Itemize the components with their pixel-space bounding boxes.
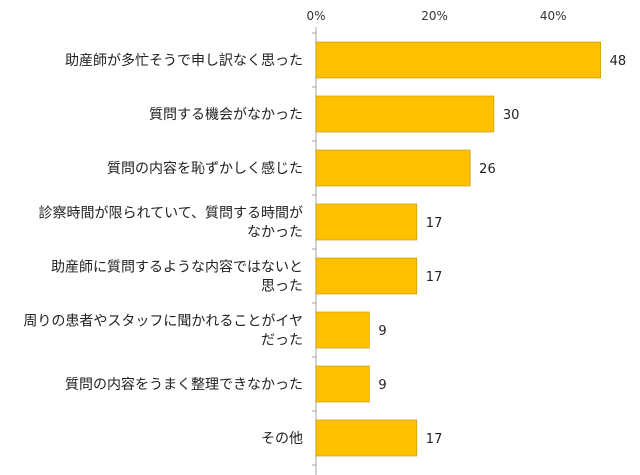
category-label: 助産師に質問するような内容ではないと <box>51 259 303 276</box>
category-label: なかった <box>247 225 303 241</box>
category-label: その他 <box>261 431 303 447</box>
bar <box>315 419 418 457</box>
bar <box>315 365 370 403</box>
x-axis: 0% 20% 40% <box>306 9 567 475</box>
value-label: 17 <box>426 270 443 285</box>
value-label: 17 <box>426 216 443 231</box>
value-label: 9 <box>378 378 386 393</box>
value-label: 30 <box>503 108 520 123</box>
category-label: 助産師が多忙そうで申し訳なく思った <box>65 52 303 69</box>
category-label: 周りの患者やスタッフに聞かれることがイヤ <box>23 314 303 330</box>
category-labels: 助産師が多忙そうで申し訳なく思った質問する機会がなかった質問の内容を恥ずかしく感… <box>23 52 303 447</box>
tick-label: 40% <box>540 9 567 23</box>
category-label: 診察時間が限られていて、質問する時間が <box>39 205 303 222</box>
tick-label: 20% <box>421 9 448 23</box>
category-label: 質問する機会がなかった <box>149 107 303 123</box>
category-label: 質問の内容を恥ずかしく感じた <box>107 160 303 177</box>
value-label: 17 <box>426 432 443 447</box>
value-label: 48 <box>610 54 627 69</box>
bar <box>315 203 418 241</box>
value-label: 26 <box>479 162 496 177</box>
category-label: 思った <box>261 279 303 295</box>
bar <box>315 95 495 133</box>
bar <box>315 311 370 349</box>
bar <box>315 149 471 187</box>
tick-label: 0% <box>306 9 325 23</box>
bars: 48 30 26 17 17 9 9 17 <box>315 41 627 457</box>
category-label: だった <box>261 333 303 349</box>
category-label: 質問の内容をうまく整理できなかった <box>65 376 303 393</box>
value-label: 9 <box>378 324 386 339</box>
bar <box>315 257 418 295</box>
bar <box>315 41 601 79</box>
